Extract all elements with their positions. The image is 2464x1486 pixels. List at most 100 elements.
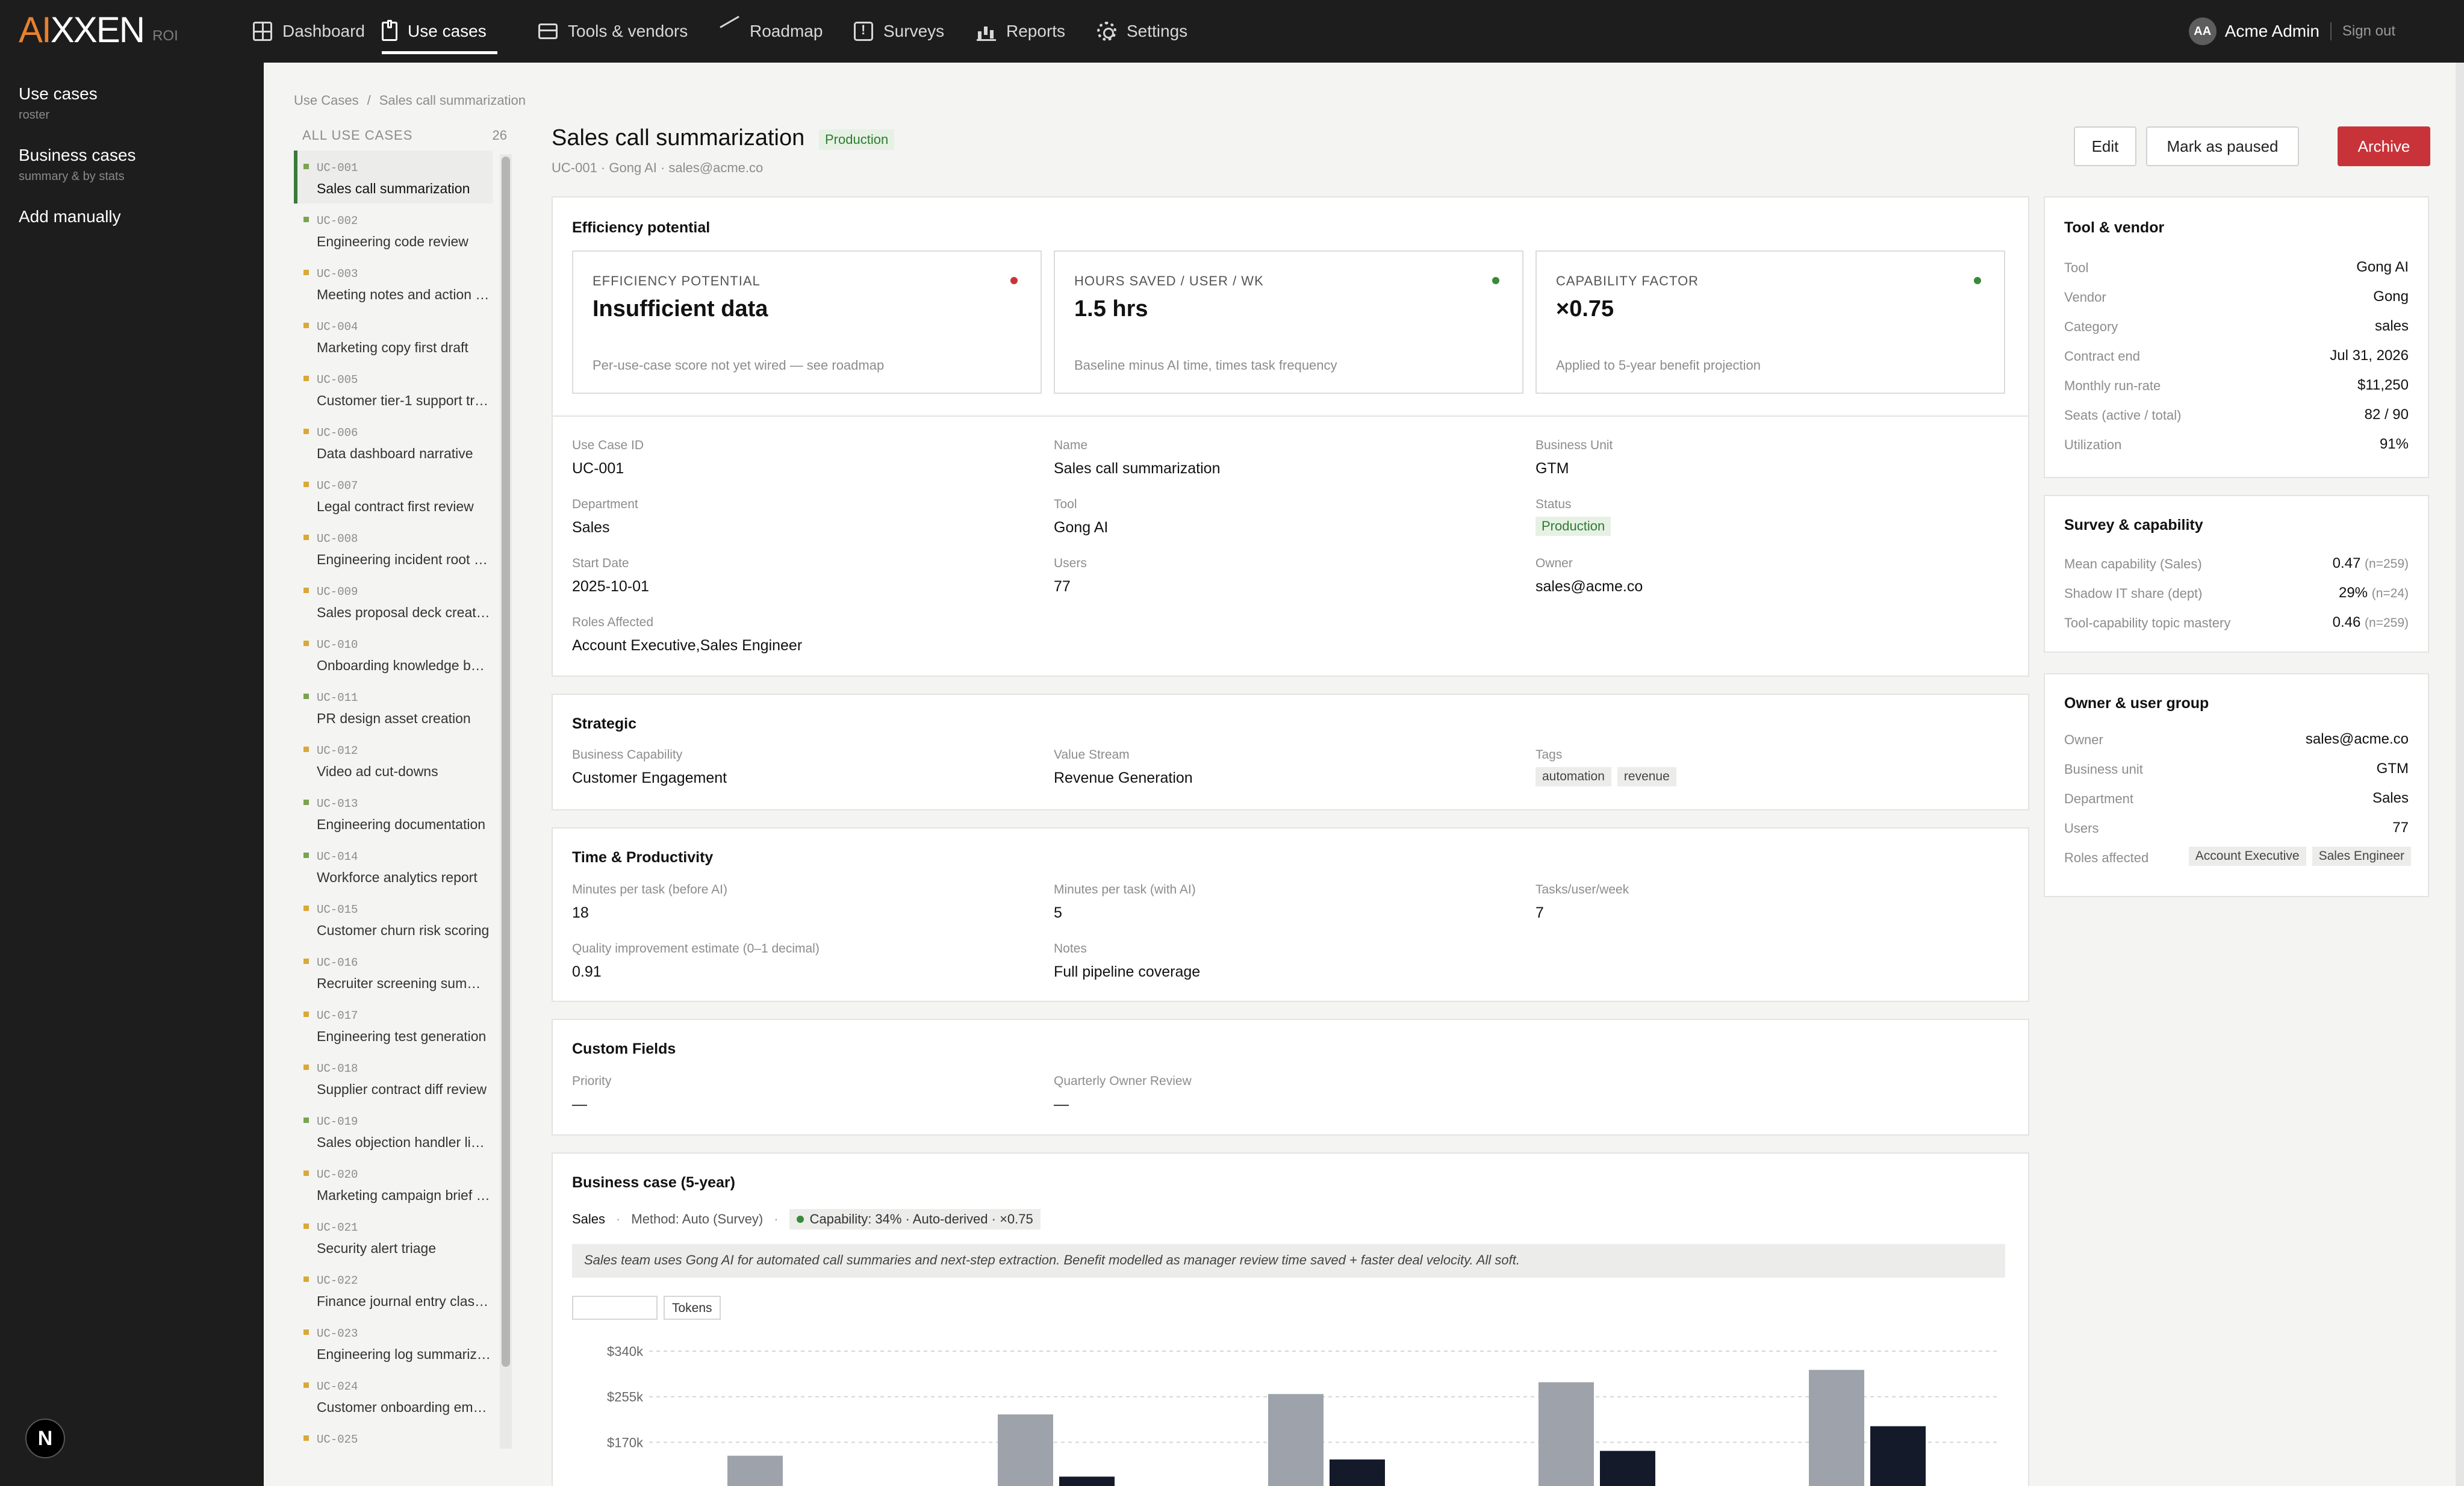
- list-scrollbar[interactable]: [500, 154, 512, 1449]
- list-item-code: UC-002: [317, 214, 358, 228]
- list-item[interactable]: UC-018 Supplier contract diff review: [294, 1051, 493, 1104]
- method-label: Method: Auto (Survey): [631, 1211, 764, 1226]
- field-value: Revenue Generation: [1054, 769, 1193, 786]
- list-item[interactable]: UC-007 Legal contract first review: [294, 468, 493, 521]
- list-item[interactable]: UC-001 Sales call summarization: [294, 151, 493, 204]
- kpi-capability-factor: CAPABILITY FACTOR ×0.75 Applied to 5-yea…: [1535, 250, 2005, 394]
- business-case-note: Sales team uses Gong AI for automated ca…: [572, 1244, 2005, 1278]
- list-item[interactable]: UC-025: [294, 1422, 493, 1451]
- status-dot: [303, 1276, 309, 1282]
- sidebar-item-use-cases[interactable]: Use cases: [19, 84, 98, 103]
- roles-tag-list: Account Executive Sales Engineer: [2188, 847, 2411, 866]
- list-item-name: Sales proposal deck creation: [317, 605, 491, 620]
- status-dot: [303, 217, 309, 222]
- list-item[interactable]: UC-005 Customer tier-1 support triage: [294, 362, 493, 415]
- nav-dashboard[interactable]: Dashboard: [253, 0, 365, 63]
- list-item[interactable]: UC-013 Engineering documentation: [294, 786, 493, 839]
- chart-bar[interactable]: [998, 1414, 1053, 1486]
- nav-tools-vendors[interactable]: Tools & vendors: [538, 0, 688, 63]
- card-heading: Owner & user group: [2064, 695, 2209, 712]
- chart-bar[interactable]: [1600, 1450, 1655, 1486]
- list-item[interactable]: UC-006 Data dashboard narrative: [294, 415, 493, 468]
- gear-icon: [1097, 22, 1116, 41]
- list-item[interactable]: UC-003 Meeting notes and action items: [294, 256, 493, 309]
- mark-paused-button[interactable]: Mark as paused: [2146, 126, 2299, 166]
- field-label: Business unit: [2064, 762, 2143, 777]
- y-tick-label: $340k: [607, 1344, 644, 1359]
- avatar[interactable]: AA: [2188, 17, 2217, 45]
- list-item[interactable]: UC-022 Finance journal entry classificati…: [294, 1263, 493, 1316]
- kpi-value: Insufficient data: [593, 296, 768, 322]
- list-item[interactable]: UC-010 Onboarding knowledge base: [294, 627, 493, 680]
- list-item[interactable]: UC-017 Engineering test generation: [294, 998, 493, 1051]
- n-logo-icon[interactable]: N: [25, 1419, 65, 1458]
- nav-surveys[interactable]: Surveys: [854, 0, 944, 63]
- chart-bar[interactable]: [1809, 1370, 1864, 1486]
- list-item[interactable]: UC-024 Customer onboarding emails: [294, 1369, 493, 1422]
- nav-use-cases[interactable]: Use cases: [382, 0, 497, 63]
- custom-fields-card: Custom Fields Priority — Quarterly Owner…: [552, 1019, 2029, 1136]
- list-item-code: UC-004: [317, 320, 358, 334]
- status-dot: [303, 641, 309, 646]
- trend-icon: [720, 22, 739, 41]
- sidebar-item-add-manually[interactable]: Add manually: [19, 207, 121, 226]
- archive-button[interactable]: Archive: [2338, 126, 2430, 166]
- field-value: sales@acme.co: [1535, 578, 1643, 595]
- list-item[interactable]: UC-023 Engineering log summarization: [294, 1316, 493, 1369]
- field-label: Use Case ID: [572, 438, 644, 452]
- business-case-input[interactable]: [572, 1296, 658, 1320]
- field-value: GTM: [2376, 760, 2409, 777]
- list-item[interactable]: UC-002 Engineering code review: [294, 204, 493, 256]
- kpi-label: HOURS SAVED / USER / WK: [1074, 273, 1264, 288]
- chart-bar[interactable]: [1538, 1382, 1594, 1486]
- chart-bar[interactable]: [1059, 1476, 1115, 1486]
- page-scrollbar[interactable]: [2456, 63, 2464, 1486]
- chart-bar[interactable]: [1330, 1459, 1385, 1486]
- list-scrollbar-thumb[interactable]: [502, 157, 510, 1367]
- status-dot: [303, 853, 309, 858]
- list-item-code: UC-008: [317, 532, 358, 546]
- clipboard-icon: [382, 20, 397, 41]
- list-item[interactable]: UC-004 Marketing copy first draft: [294, 309, 493, 362]
- list-item[interactable]: UC-020 Marketing campaign brief drafts: [294, 1157, 493, 1210]
- field-label: Department: [572, 497, 638, 511]
- list-item[interactable]: UC-015 Customer churn risk scoring: [294, 892, 493, 945]
- tokens-button[interactable]: Tokens: [664, 1296, 721, 1320]
- list-item-name: Meeting notes and action items: [317, 287, 491, 302]
- brand-logo[interactable]: AIXXEN ROI: [19, 12, 178, 48]
- chart-bar[interactable]: [1870, 1426, 1926, 1486]
- field-label: Business Unit: [1535, 438, 1613, 452]
- status-dot: [303, 1329, 309, 1335]
- breadcrumb-root-link[interactable]: Use Cases: [294, 93, 359, 108]
- list-item-code: UC-018: [317, 1062, 358, 1075]
- list-item[interactable]: UC-011 PR design asset creation: [294, 680, 493, 733]
- nav-reports[interactable]: Reports: [977, 0, 1065, 63]
- card-heading: Custom Fields: [572, 1040, 676, 1057]
- nav-settings[interactable]: Settings: [1097, 0, 1187, 63]
- edit-button[interactable]: Edit: [2074, 126, 2136, 166]
- field-value: Full pipeline coverage: [1054, 963, 1201, 980]
- sidebar-item-business-cases[interactable]: Business cases: [19, 146, 136, 164]
- list-item[interactable]: UC-008 Engineering incident root cause: [294, 521, 493, 574]
- grid-icon: [253, 22, 272, 41]
- list-item-name: Onboarding knowledge base: [317, 658, 491, 673]
- list-item[interactable]: UC-021 Security alert triage: [294, 1210, 493, 1263]
- chart-bar[interactable]: [727, 1455, 783, 1486]
- list-item-name: Legal contract first review: [317, 499, 474, 514]
- list-item[interactable]: UC-014 Workforce analytics report: [294, 839, 493, 892]
- list-item[interactable]: UC-012 Video ad cut-downs: [294, 733, 493, 786]
- nav-roadmap[interactable]: Roadmap: [720, 0, 823, 63]
- field-value: 77: [2392, 819, 2409, 836]
- list-item-name: Marketing campaign brief drafts: [317, 1187, 491, 1203]
- list-item[interactable]: UC-019 Sales objection handler library: [294, 1104, 493, 1157]
- sign-out-link[interactable]: Sign out: [2342, 23, 2395, 39]
- list-item[interactable]: UC-009 Sales proposal deck creation: [294, 574, 493, 627]
- field-value: Sales: [2372, 790, 2409, 806]
- status-dot: [303, 959, 309, 964]
- user-menu[interactable]: AA Acme Admin Sign out: [2188, 0, 2395, 63]
- capability-badge: Capability: 34% · Auto-derived · ×0.75: [789, 1209, 1041, 1230]
- message-icon: [854, 22, 873, 41]
- field-label: Name: [1054, 438, 1088, 452]
- chart-bar[interactable]: [1268, 1394, 1324, 1486]
- list-item[interactable]: UC-016 Recruiter screening summaries: [294, 945, 493, 998]
